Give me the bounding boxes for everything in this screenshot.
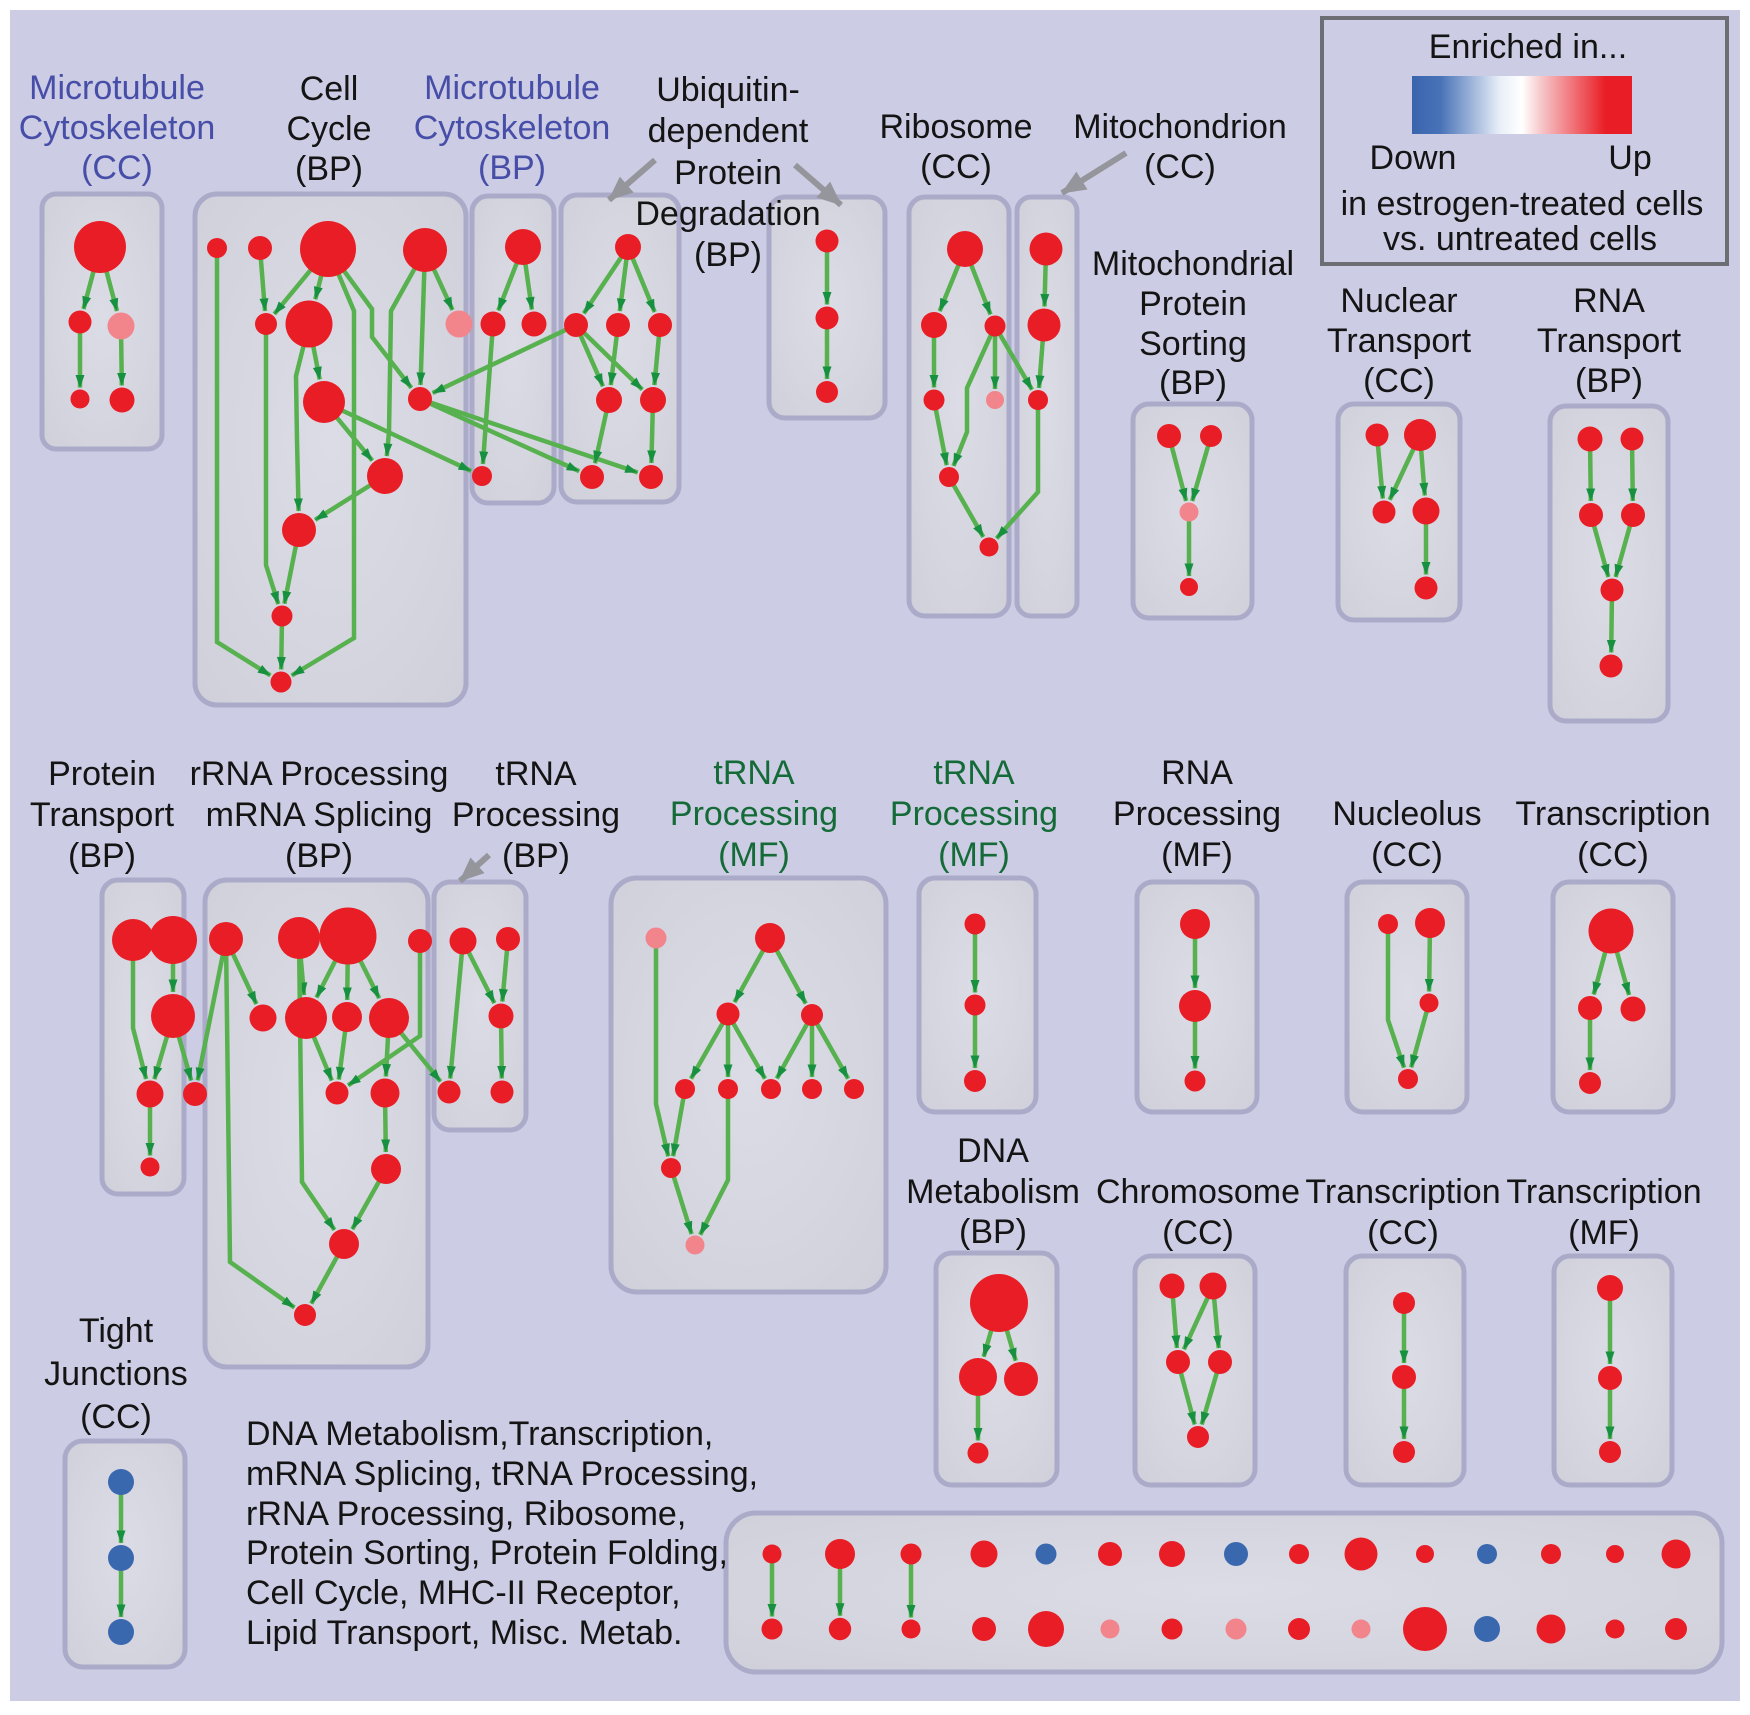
svg-text:mRNA Splicing, tRNA Processing: mRNA Splicing, tRNA Processing,: [246, 1455, 758, 1493]
svg-text:Sorting: Sorting: [1139, 325, 1247, 363]
svg-text:Mitochondrial: Mitochondrial: [1092, 245, 1294, 283]
svg-text:(CC): (CC): [1371, 836, 1443, 874]
svg-text:DNA: DNA: [957, 1132, 1029, 1170]
svg-text:Mitochondrion: Mitochondrion: [1073, 108, 1287, 146]
svg-text:Nucleolus: Nucleolus: [1332, 795, 1481, 833]
svg-text:Processing: Processing: [452, 796, 620, 834]
svg-text:Ubiquitin-: Ubiquitin-: [656, 71, 800, 109]
svg-text:Transport: Transport: [30, 796, 175, 834]
svg-text:vs. untreated cells: vs. untreated cells: [1383, 220, 1657, 258]
svg-text:Microtubule: Microtubule: [29, 69, 205, 107]
svg-text:(MF): (MF): [1568, 1214, 1640, 1252]
svg-text:Protein: Protein: [674, 154, 782, 192]
svg-text:Degradation: Degradation: [635, 195, 820, 233]
svg-text:(CC): (CC): [1162, 1214, 1234, 1252]
svg-text:Junctions: Junctions: [44, 1355, 188, 1393]
svg-text:in estrogen-treated cells: in estrogen-treated cells: [1341, 185, 1704, 223]
svg-text:Enriched in...: Enriched in...: [1429, 28, 1627, 66]
svg-text:(CC): (CC): [1367, 1214, 1439, 1252]
svg-text:Processing: Processing: [670, 795, 838, 833]
svg-text:(MF): (MF): [938, 836, 1010, 874]
svg-text:RNA: RNA: [1161, 754, 1233, 792]
svg-text:Cell Cycle, MHC-II Receptor,: Cell Cycle, MHC-II Receptor,: [246, 1574, 681, 1612]
svg-text:Chromosome: Chromosome: [1096, 1173, 1300, 1211]
svg-text:(BP): (BP): [478, 149, 546, 187]
svg-text:tRNA: tRNA: [495, 755, 577, 793]
svg-text:Metabolism: Metabolism: [906, 1173, 1080, 1211]
svg-text:tRNA: tRNA: [713, 754, 795, 792]
svg-text:Transcription: Transcription: [1305, 1173, 1500, 1211]
svg-text:(BP): (BP): [68, 837, 136, 875]
svg-text:Cell: Cell: [300, 70, 359, 108]
svg-text:rRNA Processing: rRNA Processing: [190, 755, 449, 793]
svg-text:Cytoskeleton: Cytoskeleton: [19, 109, 216, 147]
svg-text:Transport: Transport: [1327, 322, 1472, 360]
svg-text:(BP): (BP): [295, 150, 363, 188]
svg-text:Lipid Transport, Misc. Metab.: Lipid Transport, Misc. Metab.: [246, 1614, 683, 1652]
svg-text:(MF): (MF): [1161, 836, 1233, 874]
svg-text:(CC): (CC): [1144, 148, 1216, 186]
svg-text:(CC): (CC): [81, 149, 153, 187]
svg-text:Protein: Protein: [1139, 285, 1247, 323]
svg-text:Protein Sorting, Protein Foldi: Protein Sorting, Protein Folding,: [246, 1534, 728, 1572]
svg-text:Down: Down: [1370, 139, 1457, 177]
svg-text:(BP): (BP): [1575, 362, 1643, 400]
svg-text:Tight: Tight: [79, 1312, 154, 1350]
svg-text:Cytoskeleton: Cytoskeleton: [414, 109, 611, 147]
svg-text:(CC): (CC): [1577, 836, 1649, 874]
svg-text:(BP): (BP): [959, 1213, 1027, 1251]
svg-text:(BP): (BP): [285, 837, 353, 875]
svg-text:Transport: Transport: [1537, 322, 1682, 360]
svg-text:(CC): (CC): [80, 1398, 152, 1436]
svg-text:Ribosome: Ribosome: [879, 108, 1032, 146]
svg-text:RNA: RNA: [1573, 282, 1645, 320]
svg-text:Transcription: Transcription: [1515, 795, 1710, 833]
svg-text:Transcription: Transcription: [1506, 1173, 1701, 1211]
svg-text:Nuclear: Nuclear: [1340, 282, 1457, 320]
svg-text:Processing: Processing: [1113, 795, 1281, 833]
svg-text:Processing: Processing: [890, 795, 1058, 833]
svg-text:rRNA Processing, Ribosome,: rRNA Processing, Ribosome,: [246, 1495, 686, 1533]
svg-text:(CC): (CC): [920, 148, 992, 186]
svg-text:tRNA: tRNA: [933, 754, 1015, 792]
svg-text:(BP): (BP): [1159, 364, 1227, 402]
svg-text:Microtubule: Microtubule: [424, 69, 600, 107]
svg-text:dependent: dependent: [648, 112, 809, 150]
svg-text:Up: Up: [1608, 139, 1651, 177]
svg-text:(MF): (MF): [718, 836, 790, 874]
svg-text:Protein: Protein: [48, 755, 156, 793]
svg-text:(BP): (BP): [694, 236, 762, 274]
svg-text:Cycle: Cycle: [286, 110, 371, 148]
svg-text:(BP): (BP): [502, 837, 570, 875]
svg-text:DNA Metabolism,Transcription,: DNA Metabolism,Transcription,: [246, 1415, 713, 1453]
svg-text:mRNA Splicing: mRNA Splicing: [206, 796, 433, 834]
svg-text:(CC): (CC): [1363, 362, 1435, 400]
